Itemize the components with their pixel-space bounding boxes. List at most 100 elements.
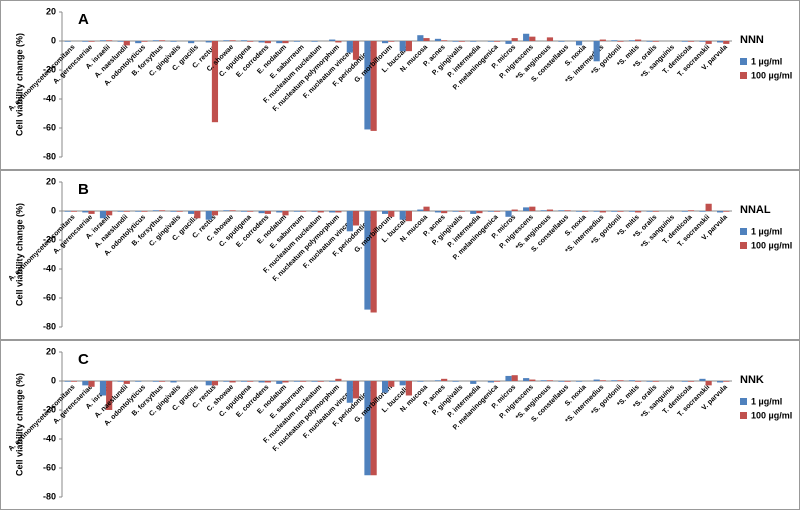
y-axis-title: Cell viability change (%) — [14, 203, 24, 306]
bar — [558, 210, 565, 211]
bar — [458, 41, 465, 42]
bar — [211, 381, 219, 386]
bar — [723, 41, 730, 44]
bar — [723, 211, 730, 212]
bar — [335, 378, 342, 381]
bar — [352, 211, 360, 226]
y-tick-label: -40 — [43, 433, 56, 443]
bar — [487, 41, 494, 42]
bar — [258, 381, 265, 383]
bar — [417, 35, 424, 41]
bar — [388, 211, 395, 217]
bar — [152, 210, 159, 211]
bar — [681, 381, 688, 382]
bar — [276, 211, 283, 213]
panel-frame — [0, 340, 800, 510]
bar — [88, 211, 95, 214]
bar — [382, 41, 389, 44]
bar — [370, 211, 377, 313]
bar — [211, 211, 219, 216]
bar — [158, 210, 166, 211]
panel-frame — [0, 0, 800, 170]
bar — [170, 381, 177, 383]
bar — [699, 211, 706, 212]
bar — [329, 211, 336, 213]
bar — [82, 211, 89, 213]
y-tick-label: 0 — [51, 35, 56, 45]
bar — [346, 211, 353, 232]
y-tick-label: -80 — [43, 491, 56, 501]
bar — [529, 379, 536, 381]
bar — [135, 381, 142, 382]
legend-label: 1 µg/ml — [751, 226, 782, 236]
bar — [635, 39, 642, 41]
bar — [646, 211, 653, 212]
bar — [311, 211, 318, 212]
bar — [346, 41, 353, 53]
bar — [293, 211, 301, 212]
y-tick-label: -80 — [43, 321, 56, 331]
bar — [346, 381, 353, 403]
bar — [546, 380, 554, 381]
y-tick-label: -40 — [43, 263, 56, 273]
legend-label: 100 µg/ml — [751, 70, 792, 80]
y-tick-label: -20 — [43, 404, 56, 414]
bar — [635, 381, 642, 382]
legend-swatch — [740, 228, 747, 235]
bar — [82, 41, 89, 42]
y-tick-label: 0 — [51, 375, 56, 385]
bar — [646, 381, 653, 382]
bar — [593, 379, 600, 381]
bar — [628, 380, 636, 381]
bar — [70, 211, 77, 212]
bar — [575, 41, 583, 46]
legend-label: 1 µg/ml — [751, 396, 782, 406]
bar — [540, 210, 547, 211]
bar — [652, 381, 659, 382]
y-axis-title: Cell viability change (%) — [14, 373, 24, 476]
bar — [99, 381, 107, 396]
bar — [505, 211, 512, 217]
bar — [617, 41, 624, 42]
bar — [293, 41, 301, 42]
bar — [723, 381, 730, 382]
bar — [311, 381, 318, 382]
bar — [106, 381, 113, 410]
bar — [352, 41, 360, 60]
bar — [282, 41, 289, 44]
bar — [329, 381, 336, 382]
bar — [699, 378, 706, 381]
bar — [229, 40, 236, 41]
panel-frame — [0, 170, 800, 340]
bar — [300, 211, 307, 212]
bar — [282, 211, 289, 216]
bar — [487, 381, 494, 383]
bar — [282, 381, 289, 383]
legend-title: NNN — [740, 34, 764, 46]
bar — [681, 41, 688, 42]
bar — [470, 211, 477, 214]
bar — [452, 211, 459, 212]
bar — [599, 211, 606, 213]
bar — [170, 41, 177, 42]
bar — [141, 211, 148, 212]
bar — [223, 381, 230, 382]
y-tick-label: 20 — [46, 346, 56, 356]
legend-label: 100 µg/ml — [751, 240, 792, 250]
bar — [705, 41, 712, 44]
bar — [88, 41, 95, 42]
bar — [505, 375, 512, 381]
bar — [247, 381, 254, 382]
bar — [211, 41, 219, 123]
bar — [593, 211, 600, 212]
y-tick-label: 20 — [46, 6, 56, 16]
bar — [452, 381, 459, 382]
bar — [511, 38, 518, 41]
panel-label: C — [78, 351, 89, 368]
bar — [582, 211, 589, 212]
bar — [564, 210, 571, 211]
legend-swatch — [740, 242, 747, 249]
bar — [64, 381, 71, 382]
bar — [135, 211, 142, 212]
bar — [399, 41, 406, 52]
